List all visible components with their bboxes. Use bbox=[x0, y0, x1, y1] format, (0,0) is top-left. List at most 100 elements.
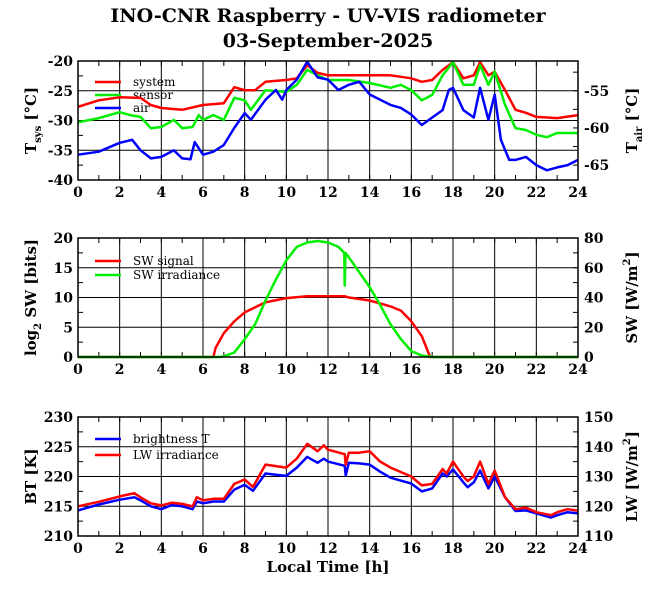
x-tick-label: 0 bbox=[73, 541, 83, 557]
x-tick-label: 16 bbox=[402, 185, 421, 201]
x-tick-label: 20 bbox=[485, 541, 505, 557]
legend-label: system bbox=[133, 75, 176, 89]
y-axis-label-suffix: [°C] bbox=[22, 87, 40, 126]
y-tick-label: -20 bbox=[48, 54, 74, 70]
series-line-air bbox=[77, 60, 579, 172]
y2-tick-label: 60 bbox=[584, 261, 604, 277]
x-tick-label: 10 bbox=[277, 185, 297, 201]
x-tick-label: 8 bbox=[240, 541, 250, 557]
x-tick-label: 2 bbox=[115, 362, 125, 378]
y2-axis-label-sub: air bbox=[634, 126, 645, 142]
x-tick-label: 24 bbox=[568, 362, 588, 378]
legend-label: brightness T bbox=[133, 432, 209, 446]
y2-axis-label-main: LW [W/m bbox=[623, 445, 641, 522]
y-tick-label: 10 bbox=[54, 291, 74, 307]
y2-tick-label: 40 bbox=[584, 291, 604, 307]
x-tick-label: 18 bbox=[443, 541, 462, 557]
panel-1: 0 2 4 6 8 10 12 14 16 18 20 22 24-40-35-30-25-20-65-… bbox=[22, 54, 645, 201]
legend-label: air bbox=[133, 101, 150, 115]
y2-axis-label-main: T bbox=[623, 141, 641, 153]
legend-label: SW signal bbox=[133, 254, 194, 268]
x-tick-label: 16 bbox=[402, 362, 421, 378]
series-line-lw-irradiance bbox=[77, 442, 579, 517]
x-tick-label: 22 bbox=[527, 541, 546, 557]
chart-title: INO-CNR Raspberry - UV-VIS radiometer bbox=[110, 5, 546, 27]
plot-frame bbox=[77, 237, 579, 358]
y2-tick-label: -55 bbox=[584, 84, 609, 100]
y2-axis-label: Tair [°C] bbox=[623, 88, 645, 154]
y-tick-label: 225 bbox=[44, 440, 73, 456]
x-tick-label: 12 bbox=[318, 541, 337, 557]
x-tick-label: 22 bbox=[527, 362, 546, 378]
y-axis-label: Tsys [°C] bbox=[22, 87, 44, 154]
x-tick-label: 2 bbox=[115, 541, 125, 557]
x-tick-label: 22 bbox=[527, 185, 546, 201]
y-tick-label: 230 bbox=[44, 410, 73, 426]
x-tick-label: 14 bbox=[360, 362, 380, 378]
y-axis-label-suffix: SW [bits] bbox=[22, 239, 40, 323]
y2-tick-label: 80 bbox=[584, 231, 604, 247]
y2-axis-label-main: SW [W/m bbox=[623, 265, 641, 343]
y2-axis-label-suffix: [°C] bbox=[623, 88, 641, 127]
x-tick-label: 4 bbox=[156, 541, 166, 557]
x-tick-label: 18 bbox=[443, 185, 462, 201]
y2-tick-label: 130 bbox=[584, 470, 613, 486]
y-tick-label: 20 bbox=[54, 231, 74, 247]
x-tick-label: 14 bbox=[360, 185, 380, 201]
y2-tick-label: -60 bbox=[584, 121, 610, 137]
series-line-sw-irradiance bbox=[78, 239, 578, 359]
x-tick-label: 12 bbox=[318, 185, 337, 201]
x-tick-label: 10 bbox=[277, 362, 297, 378]
y-tick-label: -35 bbox=[48, 143, 73, 159]
chart-subtitle: 03-September-2025 bbox=[223, 30, 434, 52]
x-tick-label: 20 bbox=[485, 185, 505, 201]
y2-axis-label-sup: 2 bbox=[622, 258, 633, 265]
legend-label: sensor bbox=[133, 88, 173, 102]
x-tick-label: 10 bbox=[277, 541, 297, 557]
plot-frame bbox=[77, 416, 579, 537]
x-tick-label: 0 bbox=[73, 362, 83, 378]
x-tick-label: 0 bbox=[73, 185, 83, 201]
x-tick-label: 20 bbox=[485, 362, 505, 378]
y-axis-label-main: T bbox=[22, 142, 40, 154]
legend-label: LW irradiance bbox=[133, 448, 219, 462]
y2-axis-label-suffix: ] bbox=[623, 431, 641, 438]
x-tick-label: 6 bbox=[198, 185, 208, 201]
x-tick-label: 14 bbox=[360, 541, 380, 557]
y-axis-label-main: log bbox=[22, 329, 40, 356]
y-tick-label: 215 bbox=[44, 499, 73, 515]
x-tick-label: 24 bbox=[568, 541, 588, 557]
y-axis-label: log2 SW [bits] bbox=[22, 239, 44, 356]
x-tick-label: 4 bbox=[156, 362, 166, 378]
x-tick-label: 18 bbox=[443, 362, 462, 378]
y-tick-label: -25 bbox=[48, 84, 73, 100]
y2-axis-label-suffix: ] bbox=[623, 251, 641, 258]
x-tick-label: 12 bbox=[318, 362, 337, 378]
x-tick-label: 16 bbox=[402, 541, 421, 557]
plot-frame bbox=[77, 60, 579, 181]
x-tick-label: 6 bbox=[198, 541, 208, 557]
y-tick-label: -30 bbox=[48, 114, 74, 130]
x-axis-label: Local Time [h] bbox=[267, 558, 390, 576]
panel-2: 0 2 4 6 8 10 12 14 16 18 20 22 2405101520020406080lo… bbox=[22, 231, 641, 378]
y2-axis-label: SW [W/m2] bbox=[622, 251, 641, 343]
series-line-brightness-t bbox=[77, 455, 579, 519]
series-line-sw-signal bbox=[78, 295, 578, 359]
x-tick-label: 2 bbox=[115, 185, 125, 201]
y2-axis-label-sup: 2 bbox=[622, 438, 633, 445]
y2-tick-label: 20 bbox=[584, 320, 604, 336]
y-tick-label: 220 bbox=[44, 470, 73, 486]
y2-axis-label: LW [W/m2] bbox=[622, 431, 641, 522]
y2-tick-label: -65 bbox=[584, 158, 609, 174]
y-axis-label-sub: sys bbox=[33, 125, 44, 142]
x-tick-label: 8 bbox=[240, 362, 250, 378]
y-tick-label: 5 bbox=[63, 320, 73, 336]
y2-tick-label: 110 bbox=[584, 529, 613, 545]
y2-tick-label: 0 bbox=[584, 350, 594, 366]
y-axis-label-sub: 2 bbox=[33, 323, 44, 330]
y2-tick-label: 140 bbox=[584, 440, 613, 456]
x-tick-label: 6 bbox=[198, 362, 208, 378]
y2-tick-label: 120 bbox=[584, 499, 613, 515]
panel-3: 0 2 4 6 8 10 12 14 16 18 20 22 242102152202252301101… bbox=[22, 410, 641, 576]
